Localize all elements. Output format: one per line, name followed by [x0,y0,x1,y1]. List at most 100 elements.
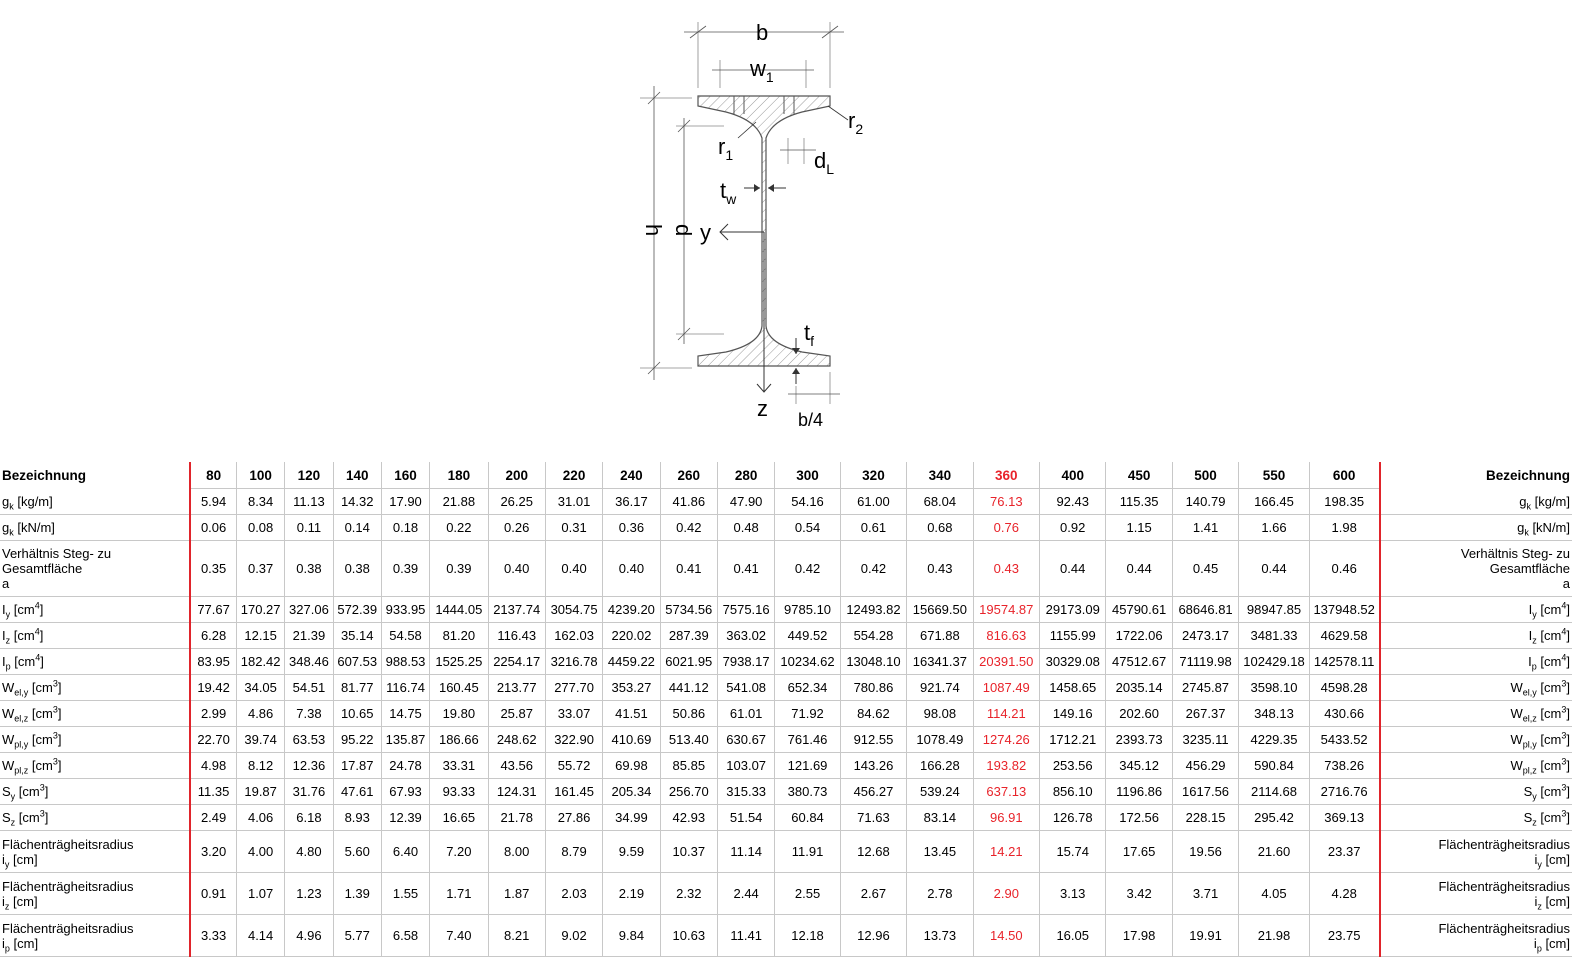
table-cell: 0.43 [972,540,1041,597]
row-label-unit: [cm] [9,893,38,909]
table-cell: 2137.74 [487,596,546,623]
table-cell: 121.69 [774,752,841,779]
row-label-exponent: 4 [1561,600,1567,611]
row-label-close: ] [44,784,49,799]
row-label-left: Flächenträgheitsradius ip [cm] [0,914,192,957]
row-label-unit: [cm [1536,654,1562,669]
row-label-left: Wel,y [cm3] [0,674,192,701]
table-cell: 2114.68 [1238,778,1310,805]
row-label-close: ] [44,810,49,825]
table-cell: 0.91 [189,872,237,915]
row-label-unit: [cm] [9,935,39,951]
table-cell: 0.11 [284,514,334,541]
row-label-unit: [cm [1536,680,1562,695]
table-cell: 7.20 [429,830,489,873]
table-row: Flächenträgheitsradius ip [cm] 3.33 4.14 4.9… [0,914,1572,957]
table-cell: 0.44 [1038,540,1107,597]
table-cell: 7.38 [284,700,334,727]
table-cell: 170.27 [235,596,286,623]
row-label-left: Sy [cm3] [0,778,192,805]
table-cell: 0.42 [659,514,718,541]
row-label-close: ] [39,602,44,617]
table-cell: 21.39 [284,622,334,649]
table-cell: 912.55 [839,726,908,753]
table-cell: 652.34 [774,674,841,701]
table-cell: 12.96 [839,914,908,957]
table-cell: 14.21 [972,830,1041,873]
row-label-close: ] [40,654,44,669]
table-cell: 21.78 [487,804,546,831]
row-label-close: ] [57,706,62,721]
row-label-subscript: pl,z [1522,765,1537,776]
row-label-symbol: W [1510,758,1523,773]
table-cell: 607.53 [332,648,382,675]
table-cell: 47512.67 [1105,648,1173,675]
table-cell: 202.60 [1105,700,1173,727]
column-header-400: 400 [1038,462,1107,489]
i-beam-drawing: b w1 h d y z r2 r1 [640,20,863,430]
row-label-symbol: i [1533,935,1537,951]
row-label-unit: [cm [10,602,35,617]
table-cell: 2254.17 [487,648,546,675]
table-cell: 3.33 [189,914,237,957]
table-cell: 12.36 [284,752,334,779]
row-label-left: gk [kN/m] [0,514,192,541]
table-cell: 0.46 [1308,540,1381,597]
table-cell: 2.32 [659,872,718,915]
row-label-symbol: i [2,851,5,867]
table-cell: 135.87 [380,726,431,753]
table-cell: 380.73 [774,778,841,805]
table-cell: 4.00 [235,830,286,873]
column-header-200: 200 [487,462,546,489]
table-cell: 1.15 [1105,514,1173,541]
table-cell: 33.07 [544,700,604,727]
table-cell: 1444.05 [429,596,489,623]
column-header-120: 120 [284,462,334,489]
dim-d-label: d [671,224,696,236]
row-label-unit: [cm [15,810,40,825]
row-label-symbol: g [2,520,10,535]
table-cell: 5.60 [332,830,382,873]
table-cell: 4598.28 [1308,674,1381,701]
row-label-exponent: 4 [1561,652,1567,663]
table-cell: 1617.56 [1171,778,1240,805]
row-label-symbol: g [2,493,10,509]
table-cell: 456.27 [839,778,908,805]
table-cell: 116.43 [487,622,546,649]
table-cell: 0.48 [716,514,776,541]
table-cell: 2.44 [716,872,776,915]
table-cell: 11.91 [774,830,841,873]
table-row: gk [kg/m] 5.94 8.34 11.13 14.32 17.90 21.88 26.… [0,488,1572,515]
row-label-unit: [cm] [1541,851,1570,867]
table-cell: 295.42 [1238,804,1310,831]
table-cell: 0.76 [972,514,1041,541]
row-label-right: Sz [cm3] [1379,804,1572,831]
column-header-450: 450 [1105,462,1173,489]
row-label-line: Flächenträgheitsradius [2,920,134,936]
table-cell: 8.12 [235,752,286,779]
table-cell: 166.45 [1238,488,1310,515]
table-cell: 228.15 [1171,804,1240,831]
table-cell: 7938.17 [716,648,776,675]
table-cell: 1087.49 [972,674,1041,701]
table-cell: 0.40 [544,540,604,597]
table-cell: 988.53 [380,648,431,675]
table-cell: 3.71 [1171,872,1240,915]
row-label-unit: [kN/m] [13,520,55,535]
table-cell: 29173.09 [1038,596,1107,623]
row-label-close: ] [1566,654,1570,669]
table-cell: 36.17 [602,488,661,515]
table-cell: 0.38 [332,540,382,597]
table-cell: 16.65 [429,804,489,831]
row-label-exponent: 3 [52,678,58,689]
row-label-right: Wel,y [cm3] [1379,674,1572,701]
table-cell: 4.14 [235,914,286,957]
i-beam-cross-section-figure: b w1 h d y z r2 r1 [620,8,900,438]
table-cell: 63.53 [284,726,334,753]
dim-dl-label: dL [814,148,834,177]
axis-z-label: z [757,396,768,421]
row-label-subscript: el,y [14,687,29,698]
table-cell: 0.26 [487,514,546,541]
table-cell: 0.40 [602,540,661,597]
row-label-exponent: 3 [39,782,45,793]
